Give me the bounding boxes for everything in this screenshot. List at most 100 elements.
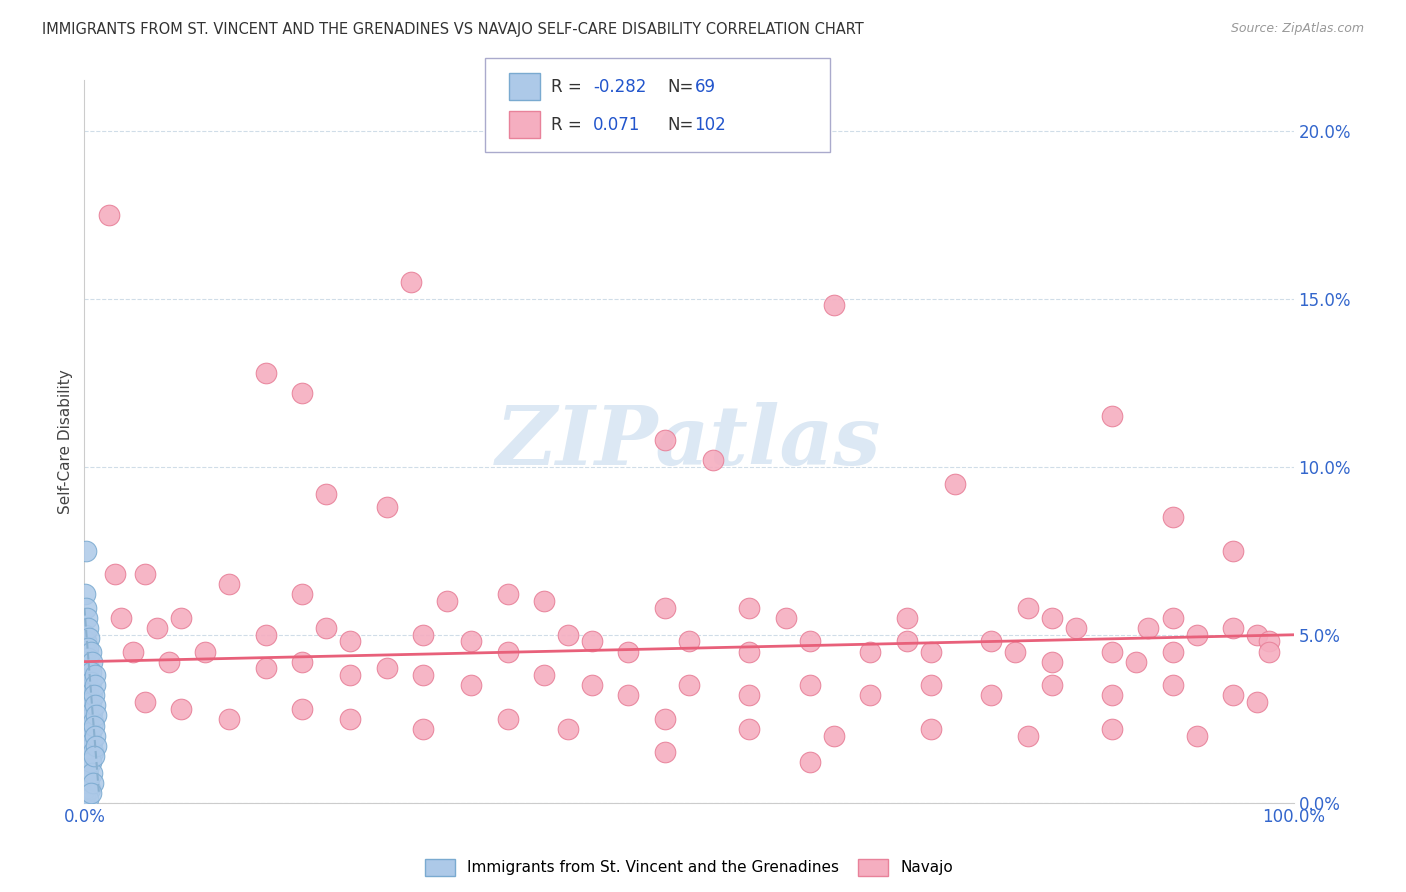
Point <box>920 678 942 692</box>
Point <box>1137 621 1160 635</box>
Point <box>84 678 107 692</box>
Text: N=: N= <box>668 116 695 134</box>
Point <box>1246 695 1268 709</box>
Point <box>77 631 100 645</box>
Point <box>678 634 700 648</box>
Point <box>1161 510 1184 524</box>
Point <box>82 765 104 780</box>
Text: 0.071: 0.071 <box>593 116 641 134</box>
Point <box>980 634 1002 648</box>
Point <box>980 688 1002 702</box>
Point <box>254 661 277 675</box>
Point <box>460 678 482 692</box>
Point <box>859 688 882 702</box>
Point <box>1246 628 1268 642</box>
Point <box>82 775 104 789</box>
Point <box>581 634 603 648</box>
Point <box>77 772 100 787</box>
Point <box>678 678 700 692</box>
Point <box>339 668 361 682</box>
Point <box>84 708 107 723</box>
Point <box>920 722 942 736</box>
Point <box>1161 678 1184 692</box>
Point <box>77 742 100 756</box>
Point <box>75 748 97 763</box>
Point <box>375 661 398 675</box>
Point <box>1040 611 1063 625</box>
Point <box>83 698 105 713</box>
Point <box>79 752 101 766</box>
Point <box>76 668 98 682</box>
Point <box>1258 634 1281 648</box>
Point <box>83 688 105 702</box>
Point <box>315 486 337 500</box>
Point <box>75 762 97 776</box>
Point <box>75 702 97 716</box>
Point <box>1185 729 1208 743</box>
Text: N=: N= <box>668 78 695 95</box>
Point <box>654 600 676 615</box>
Point <box>134 567 156 582</box>
Text: Source: ZipAtlas.com: Source: ZipAtlas.com <box>1230 22 1364 36</box>
Point <box>82 685 104 699</box>
Point <box>738 688 761 702</box>
Point <box>77 762 100 776</box>
Point <box>436 594 458 608</box>
Point <box>823 729 845 743</box>
Point <box>121 644 143 658</box>
Point <box>533 594 555 608</box>
Point <box>76 644 98 658</box>
Point <box>83 668 105 682</box>
Point <box>1017 729 1039 743</box>
Point <box>84 729 107 743</box>
Point <box>218 712 240 726</box>
Point <box>1040 655 1063 669</box>
Point <box>75 655 97 669</box>
Point <box>291 385 314 400</box>
Point <box>75 729 97 743</box>
Point <box>77 621 100 635</box>
Point <box>77 712 100 726</box>
Point <box>75 543 97 558</box>
Point <box>79 722 101 736</box>
Point <box>291 702 314 716</box>
Point <box>76 611 98 625</box>
Point <box>799 634 821 648</box>
Point <box>76 735 98 749</box>
Point <box>77 681 100 696</box>
Point <box>77 661 100 675</box>
Point <box>75 789 97 803</box>
Point <box>80 655 103 669</box>
Point <box>581 678 603 692</box>
Point <box>75 742 97 756</box>
Point <box>1258 644 1281 658</box>
Point <box>80 695 103 709</box>
Text: -0.282: -0.282 <box>593 78 647 95</box>
Point <box>77 691 100 706</box>
Point <box>82 715 104 730</box>
Text: R =: R = <box>551 78 588 95</box>
Point <box>194 644 217 658</box>
Point <box>104 567 127 582</box>
Point <box>1222 688 1244 702</box>
Point <box>1161 611 1184 625</box>
Point <box>80 644 103 658</box>
Point <box>76 715 98 730</box>
Point <box>1125 655 1147 669</box>
Point <box>1222 543 1244 558</box>
Point <box>1101 644 1123 658</box>
Point <box>80 735 103 749</box>
Text: 69: 69 <box>695 78 716 95</box>
Point <box>496 587 519 601</box>
Point <box>146 621 169 635</box>
Point <box>170 702 193 716</box>
Point <box>75 587 97 601</box>
Point <box>339 712 361 726</box>
Text: ZIPatlas: ZIPatlas <box>496 401 882 482</box>
Text: IMMIGRANTS FROM ST. VINCENT AND THE GRENADINES VS NAVAJO SELF-CARE DISABILITY CO: IMMIGRANTS FROM ST. VINCENT AND THE GREN… <box>42 22 863 37</box>
Point <box>654 712 676 726</box>
Text: 102: 102 <box>695 116 727 134</box>
Point <box>823 298 845 312</box>
Point <box>339 634 361 648</box>
Y-axis label: Self-Care Disability: Self-Care Disability <box>58 369 73 514</box>
